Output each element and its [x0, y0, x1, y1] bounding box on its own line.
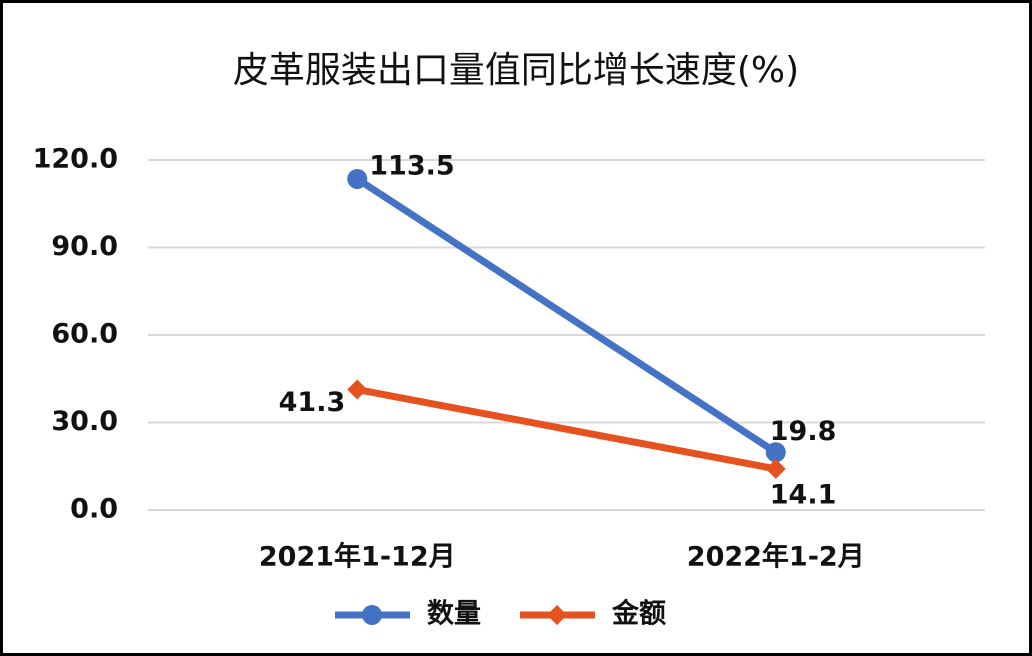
point	[765, 442, 786, 463]
data-label: 113.5	[369, 150, 454, 181]
series-line	[356, 386, 777, 473]
chart-title: 皮革服装出口量值同比增长速度(%)	[233, 50, 799, 91]
series-line	[355, 176, 778, 456]
legend-marker	[547, 605, 567, 625]
legend-label: 数量	[427, 599, 481, 630]
data-label: 19.8	[770, 416, 837, 447]
y-tick-label: 0.0	[70, 494, 118, 525]
x-tick-label: 2022年1-2月	[687, 541, 865, 573]
x-tick-label: 2021年1-12月	[259, 541, 456, 573]
y-tick-label: 60.0	[51, 319, 118, 350]
y-tick-label: 30.0	[51, 406, 118, 437]
y-tick-label: 120.0	[33, 144, 118, 175]
data-label: 14.1	[770, 479, 837, 510]
y-tick-label: 90.0	[51, 231, 118, 262]
legend-label: 金额	[611, 598, 666, 630]
data-label: 41.3	[279, 387, 346, 418]
point	[765, 458, 786, 479]
point	[347, 379, 368, 400]
point	[347, 168, 368, 189]
legend-marker	[362, 605, 382, 625]
